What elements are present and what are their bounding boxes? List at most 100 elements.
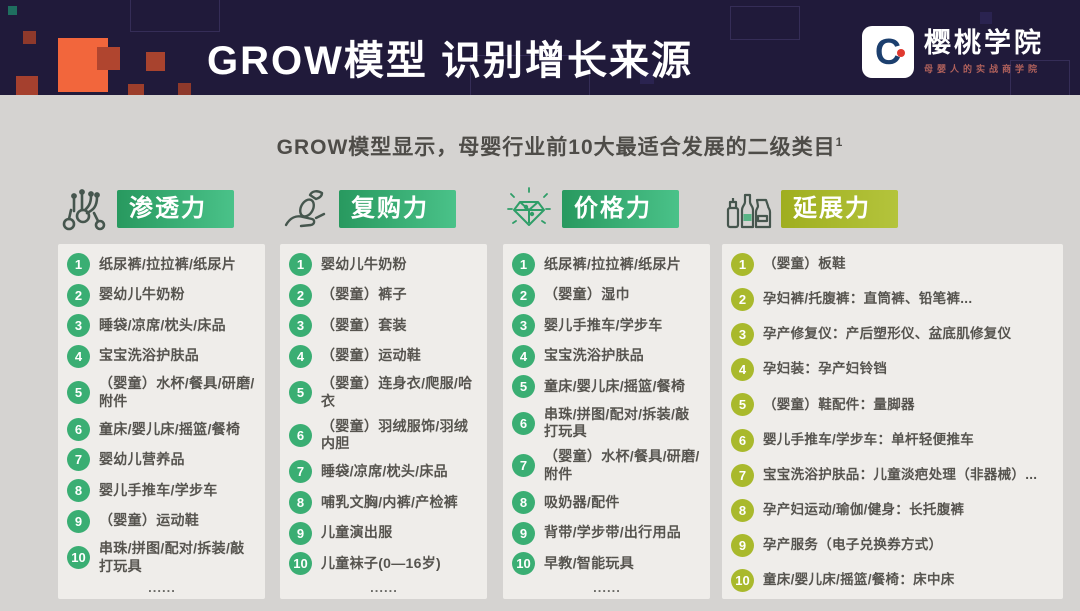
more-items-ellipsis: ...... (370, 579, 398, 595)
item-text: 睡袋/凉席/枕头/床品 (99, 316, 226, 333)
column-label: 渗透力 (117, 189, 234, 229)
item-text: 宝宝洗浴护肤品 (99, 347, 200, 364)
item-number-badge: 8 (67, 479, 90, 503)
item-number-badge: 9 (289, 521, 312, 545)
item-text: （婴童）鞋配件：量脚器 (763, 396, 915, 412)
item-text: 纸尿裤/拉拉裤/纸尿片 (99, 255, 237, 272)
logo-text: 樱桃学院 母婴人的实战商学院 (924, 28, 1044, 76)
list-item: 7 婴幼儿营养品 (67, 448, 257, 472)
item-text: 童床/婴儿床/摇篮/餐椅 (544, 378, 686, 395)
list-item: 8 婴儿手推车/学步车 (67, 479, 257, 503)
item-number-badge: 6 (512, 411, 535, 435)
bottles-icon (722, 183, 774, 235)
list-item: 5 （婴童）鞋配件：量脚器 (731, 393, 1055, 417)
decoration-square (178, 83, 191, 95)
logo-mark-icon: C (862, 26, 914, 78)
item-number-badge: 6 (67, 417, 90, 441)
item-number-badge: 2 (512, 283, 535, 307)
item-number-badge: 5 (67, 381, 90, 405)
list-item: 6 串珠/拼图/配对/拆装/敲打玩具 (512, 406, 702, 441)
item-number-badge: 5 (289, 381, 312, 405)
list-item: 10 童床/婴儿床/摇篮/餐椅：床中床 (731, 568, 1055, 592)
decoration-square (97, 47, 120, 70)
item-number-badge: 5 (731, 393, 754, 417)
item-text: 婴儿手推车/学步车 (544, 316, 663, 333)
item-number-badge: 6 (731, 428, 754, 452)
decoration-square (128, 84, 144, 95)
item-text: 儿童袜子(0—16岁) (321, 554, 441, 571)
item-number-badge: 4 (512, 344, 535, 368)
item-text: 哺乳文胸/内裤/产检裤 (321, 493, 459, 510)
item-text: 童床/婴儿床/摇篮/餐椅：床中床 (763, 572, 955, 588)
item-text: 睡袋/凉席/枕头/床品 (321, 463, 448, 480)
decoration-square (640, 70, 654, 84)
item-number-badge: 7 (512, 454, 535, 478)
item-text: 串珠/拼图/配对/拆装/敲打玩具 (99, 540, 245, 574)
item-text: （婴童）运动鞋 (321, 347, 422, 364)
item-number-badge: 4 (289, 344, 312, 368)
subtitle-footnote-marker: 1 (835, 135, 844, 149)
list-item: 9 儿童演出服 (289, 521, 479, 545)
item-number-badge: 8 (731, 498, 754, 522)
decoration-outline (1010, 60, 1070, 95)
list-item: 5 （婴童）连身衣/爬服/哈衣 (289, 375, 479, 410)
list-item: 1 纸尿裤/拉拉裤/纸尿片 (67, 253, 257, 276)
list-item: 3 睡袋/凉席/枕头/床品 (67, 314, 257, 338)
item-number-badge: 8 (512, 491, 535, 515)
item-number-badge: 3 (289, 314, 312, 338)
list-item: 7 睡袋/凉席/枕头/床品 (289, 460, 479, 484)
item-number-badge: 9 (731, 533, 754, 557)
list-item: 4 宝宝洗浴护肤品 (67, 344, 257, 368)
item-number-badge: 2 (731, 288, 754, 312)
network-nodes-icon (58, 183, 110, 235)
list-item: 2 孕妇裤/托腹裤：直筒裤、铅笔裤... (731, 288, 1055, 312)
item-number-badge: 1 (512, 253, 535, 276)
item-text: （婴童）水杯/餐具/研磨/附件 (99, 375, 255, 409)
decoration-outline (130, 0, 220, 32)
list-item: 1 （婴童）板鞋 (731, 253, 1055, 276)
decoration-outline (470, 55, 590, 95)
item-text: 孕妇裤/托腹裤：直筒裤、铅笔裤... (763, 291, 973, 307)
list-item: 10 儿童袜子(0—16岁) (289, 552, 479, 576)
list-item: 7 宝宝洗浴护肤品：儿童淡疤处理（非器械）... (731, 463, 1055, 487)
more-items-ellipsis: ...... (593, 579, 621, 595)
list-item: 10 早教/智能玩具 (512, 552, 702, 576)
item-text: 孕产服务（电子兑换券方式） (763, 536, 943, 552)
item-number-badge: 7 (731, 463, 754, 487)
item-text: 儿童演出服 (321, 524, 393, 541)
category-column-3: 价格力 1 纸尿裤/拉拉裤/纸尿片 2 （婴童）湿巾 3 婴儿手推车/学步车 4 宝宝洗浴护肤… (503, 183, 710, 599)
item-number-badge: 1 (289, 253, 312, 276)
logo-monogram: C (875, 31, 901, 72)
item-text: （婴童）套装 (321, 316, 407, 333)
list-item: 3 婴儿手推车/学步车 (512, 314, 702, 338)
list-item: 5 童床/婴儿床/摇篮/餐椅 (512, 375, 702, 399)
item-text: 婴儿手推车/学步车：单杆轻便推车 (763, 431, 975, 447)
item-number-badge: 7 (67, 448, 90, 472)
list-item: 8 吸奶器/配件 (512, 491, 702, 515)
list-item: 3 （婴童）套装 (289, 314, 479, 338)
diamond-icon (503, 183, 555, 235)
item-number-badge: 10 (289, 552, 312, 576)
item-text: 纸尿裤/拉拉裤/纸尿片 (544, 255, 682, 272)
column-panel: 1 婴幼儿牛奶粉 2 （婴童）裤子 3 （婴童）套装 4 （婴童）运动鞋 5 （婴童）连身衣/爬服… (280, 244, 487, 599)
item-text: 早教/智能玩具 (544, 554, 634, 571)
decoration-square (16, 76, 38, 95)
item-number-badge: 3 (512, 314, 535, 338)
logo-dot-icon (897, 49, 905, 57)
item-text: （婴童）连身衣/爬服/哈衣 (321, 375, 473, 409)
column-label: 价格力 (562, 189, 679, 229)
item-number-badge: 6 (289, 423, 312, 447)
list-item: 4 （婴童）运动鞋 (289, 344, 479, 368)
item-number-badge: 4 (67, 344, 90, 368)
item-number-badge: 2 (67, 283, 90, 307)
list-item: 1 婴幼儿牛奶粉 (289, 253, 479, 276)
item-text: 童床/婴儿床/摇篮/餐椅 (99, 420, 241, 437)
decoration-square (980, 12, 992, 24)
item-text: 串珠/拼图/配对/拆装/敲打玩具 (544, 405, 690, 440)
column-header: 价格力 (503, 183, 710, 235)
decoration-square (8, 6, 17, 15)
item-number-badge: 2 (289, 283, 312, 307)
item-number-badge: 10 (731, 568, 754, 592)
subtitle: GROW模型显示，母婴行业前10大最适合发展的二级类目1 (60, 131, 1060, 161)
list-item: 9 （婴童）运动鞋 (67, 509, 257, 533)
